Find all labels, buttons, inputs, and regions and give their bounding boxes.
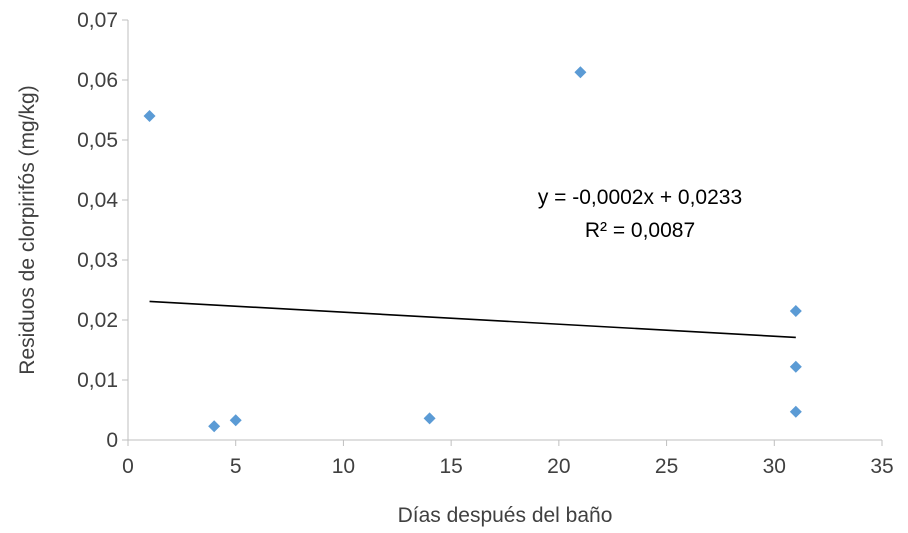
x-tick-label: 10 [332,455,355,478]
trendline-line [149,300,796,339]
trendline-r-squared: R² = 0,0087 [585,219,695,242]
data-point [229,414,242,427]
y-axis: 0 0,01 0,02 0,03 0,04 0,05 0,06 0,07 [77,9,129,452]
x-tick-label: 0 [122,455,134,478]
y-tick-labels: 0 0,01 0,02 0,03 0,04 0,05 0,06 0,07 [77,9,128,452]
x-tick-label: 35 [870,455,893,478]
data-point [789,305,802,317]
y-tick-label: 0,01 [77,369,118,392]
y-tick-label: 0,04 [77,189,118,212]
data-points [143,66,802,433]
y-tick-label: 0 [106,429,118,452]
x-tick-label: 20 [547,455,570,478]
x-axis-title: Días después del baño [398,504,613,527]
trendline-equation: y = -0,0002x + 0,0233 [538,186,742,209]
x-tick-label: 5 [230,455,242,478]
data-point [574,66,587,79]
y-tick-label: 0,02 [77,309,118,332]
data-point [143,110,156,122]
x-axis: 0 5 10 15 20 25 30 35 [122,439,894,478]
y-tick-label: 0,07 [77,9,118,32]
data-point [208,420,221,433]
x-tick-labels: 0 5 10 15 20 25 30 35 [122,440,894,478]
data-point [789,405,802,418]
y-tick-label: 0,06 [77,69,118,92]
data-point [789,360,802,373]
y-tick-label: 0,05 [77,129,118,152]
trendline [149,300,796,339]
x-tick-label: 15 [439,455,462,478]
y-axis-title: Residuos de clorpirifós (mg/kg) [16,85,39,374]
y-tick-label: 0,03 [77,249,118,272]
x-tick-label: 30 [763,455,786,478]
x-tick-label: 25 [655,455,678,478]
data-point [423,412,436,425]
